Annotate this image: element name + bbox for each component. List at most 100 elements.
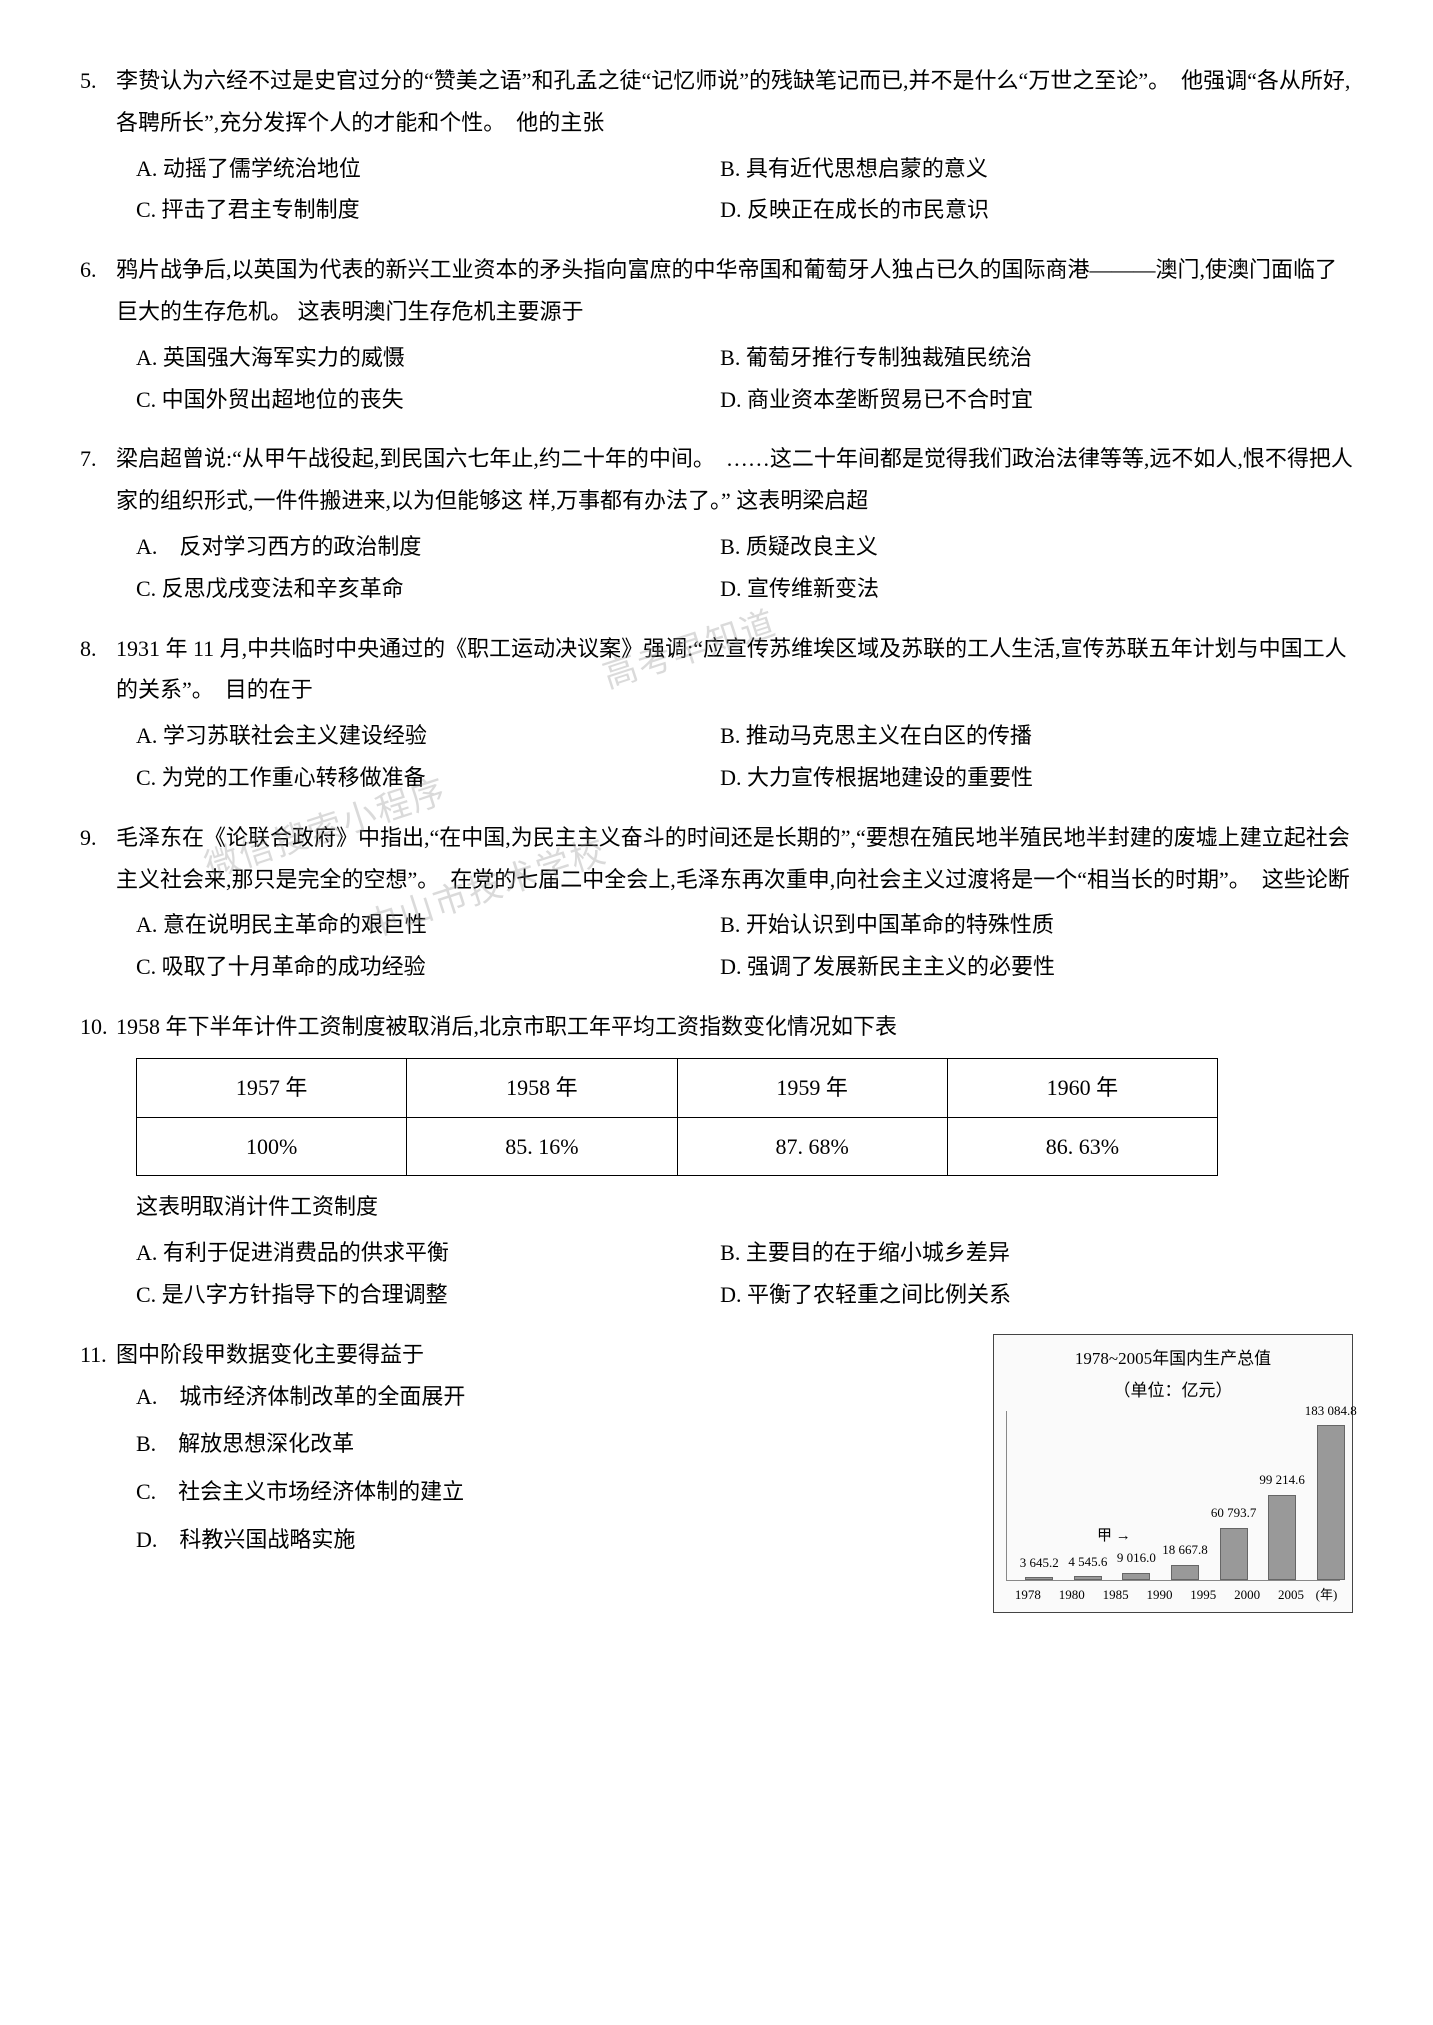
question-number: 7. bbox=[80, 438, 116, 522]
option-b: B. 开始认识到中国革命的特殊性质 bbox=[720, 904, 1304, 946]
option-a: A. 动摇了儒学统治地位 bbox=[136, 148, 720, 190]
option-d: D. 强调了发展新民主主义的必要性 bbox=[720, 946, 1304, 988]
option-b: B. 主要目的在于缩小城乡差异 bbox=[720, 1232, 1304, 1274]
question-8: 高考早知道 8. 1931 年 11 月,中共临时中央通过的《职工运动决议案》强… bbox=[80, 628, 1353, 799]
chart-x-axis-label: (年) bbox=[1313, 1583, 1340, 1608]
q11-layout: 11. 图中阶段甲数据变化主要得益于 A. 城市经济体制改革的全面展开 B. 解… bbox=[80, 1334, 1353, 1613]
question-text-row: 6. 鸦片战争后,以英国为代表的新兴工业资本的矛头指向富庶的中华帝国和葡萄牙人独… bbox=[80, 249, 1353, 333]
chart-bar bbox=[1220, 1528, 1248, 1580]
question-7: 7. 梁启超曾说:“从甲午战役起,到民国六七年止,约二十年的中间。 ……这二十年… bbox=[80, 438, 1353, 609]
question-text-row: 9. 毛泽东在《论联合政府》中指出,“在中国,为民主主义奋斗的时间还是长期的”,… bbox=[80, 817, 1353, 901]
chart-bar bbox=[1074, 1576, 1102, 1580]
table-header-cell: 1958 年 bbox=[407, 1058, 677, 1117]
option-a: A. 英国强大海军实力的威慑 bbox=[136, 337, 720, 379]
option-d: D. 大力宣传根据地建设的重要性 bbox=[720, 757, 1304, 799]
table-header-cell: 1959 年 bbox=[677, 1058, 947, 1117]
option-a: A. 城市经济体制改革的全面展开 bbox=[136, 1376, 973, 1418]
question-body: 李贽认为六经不过是史官过分的“赞美之语”和孔孟之徒“记忆师说”的残缺笔记而已,并… bbox=[116, 60, 1353, 144]
option-b: B. 葡萄牙推行专制独裁殖民统治 bbox=[720, 337, 1304, 379]
chart-bar-label: 183 084.8 bbox=[1305, 1399, 1357, 1424]
options-q7: A. 反对学习西方的政治制度 B. 质疑改良主义 C. 反思戊戌变法和辛亥革命 … bbox=[80, 526, 1353, 610]
table-header-row: 1957 年 1958 年 1959 年 1960 年 bbox=[137, 1058, 1218, 1117]
question-body: 梁启超曾说:“从甲午战役起,到民国六七年止,约二十年的中间。 ……这二十年间都是… bbox=[116, 438, 1353, 522]
wage-table: 1957 年 1958 年 1959 年 1960 年 100% 85. 16%… bbox=[136, 1058, 1218, 1177]
question-5: 5. 李贽认为六经不过是史官过分的“赞美之语”和孔孟之徒“记忆师说”的残缺笔记而… bbox=[80, 60, 1353, 231]
chart-bar bbox=[1317, 1425, 1345, 1580]
question-number: 11. bbox=[80, 1334, 116, 1376]
option-d: D. 商业资本垄断贸易已不合时宜 bbox=[720, 379, 1304, 421]
gdp-chart: 1978~2005年国内生产总值 （单位：亿元） 甲 → 3 645.24 54… bbox=[993, 1334, 1353, 1613]
question-text-row: 7. 梁启超曾说:“从甲午战役起,到民国六七年止,约二十年的中间。 ……这二十年… bbox=[80, 438, 1353, 522]
question-body: 1931 年 11 月,中共临时中央通过的《职工运动决议案》强调:“应宣传苏维埃… bbox=[116, 628, 1353, 712]
options-q8: A. 学习苏联社会主义建设经验 B. 推动马克思主义在白区的传播 C. 为党的工… bbox=[80, 715, 1353, 799]
chart-unit: （单位：亿元） bbox=[1114, 1381, 1233, 1400]
question-text-row: 8. 1931 年 11 月,中共临时中央通过的《职工运动决议案》强调:“应宣传… bbox=[80, 628, 1353, 712]
question-number: 5. bbox=[80, 60, 116, 144]
table-cell: 100% bbox=[137, 1117, 407, 1176]
options-q9: A. 意在说明民主革命的艰巨性 B. 开始认识到中国革命的特殊性质 C. 吸取了… bbox=[80, 904, 1353, 988]
question-body: 图中阶段甲数据变化主要得益于 bbox=[116, 1334, 973, 1376]
chart-title-text: 1978~2005年国内生产总值 bbox=[1075, 1349, 1271, 1368]
chart-bar bbox=[1171, 1565, 1199, 1581]
chart-bar-label: 3 645.2 bbox=[1020, 1551, 1059, 1576]
question-text-row: 11. 图中阶段甲数据变化主要得益于 bbox=[80, 1334, 973, 1376]
option-c: C. 抨击了君主专制制度 bbox=[136, 189, 720, 231]
options-q5: A. 动摇了儒学统治地位 B. 具有近代思想启蒙的意义 C. 抨击了君主专制制度… bbox=[80, 148, 1353, 232]
table-header-cell: 1957 年 bbox=[137, 1058, 407, 1117]
question-9: 微信搜索小程序 中山市技术学校 9. 毛泽东在《论联合政府》中指出,“在中国,为… bbox=[80, 817, 1353, 988]
chart-x-labels: 1978198019851990199520002005(年) bbox=[1002, 1581, 1344, 1608]
option-a: A. 意在说明民主革命的艰巨性 bbox=[136, 904, 720, 946]
question-11: 11. 图中阶段甲数据变化主要得益于 A. 城市经济体制改革的全面展开 B. 解… bbox=[80, 1334, 1353, 1613]
question-number: 6. bbox=[80, 249, 116, 333]
question-6: 6. 鸦片战争后,以英国为代表的新兴工业资本的矛头指向富庶的中华帝国和葡萄牙人独… bbox=[80, 249, 1353, 420]
option-b: B. 具有近代思想启蒙的意义 bbox=[720, 148, 1304, 190]
table-value-row: 100% 85. 16% 87. 68% 86. 63% bbox=[137, 1117, 1218, 1176]
question-number: 8. bbox=[80, 628, 116, 712]
table-cell: 86. 63% bbox=[947, 1117, 1217, 1176]
option-c: C. 反思戊戌变法和辛亥革命 bbox=[136, 568, 720, 610]
option-c: C. 为党的工作重心转移做准备 bbox=[136, 757, 720, 799]
question-body: 毛泽东在《论联合政府》中指出,“在中国,为民主主义奋斗的时间还是长期的”,“要想… bbox=[116, 817, 1353, 901]
chart-bar-label: 18 667.8 bbox=[1162, 1538, 1208, 1563]
chart-x-tick: 2005 bbox=[1269, 1583, 1313, 1608]
option-a: A. 反对学习西方的政治制度 bbox=[136, 526, 720, 568]
option-c: C. 社会主义市场经济体制的建立 bbox=[136, 1471, 973, 1513]
option-c: C. 中国外贸出超地位的丧失 bbox=[136, 379, 720, 421]
question-number: 9. bbox=[80, 817, 116, 901]
option-d: D. 平衡了农轻重之间比例关系 bbox=[720, 1274, 1304, 1316]
option-d: D. 反映正在成长的市民意识 bbox=[720, 189, 1304, 231]
option-a: A. 学习苏联社会主义建设经验 bbox=[136, 715, 720, 757]
table-cell: 85. 16% bbox=[407, 1117, 677, 1176]
chart-bar bbox=[1268, 1495, 1296, 1580]
option-a: A. 有利于促进消费品的供求平衡 bbox=[136, 1232, 720, 1274]
option-d: D. 科教兴国战略实施 bbox=[136, 1519, 973, 1561]
chart-x-tick: 2000 bbox=[1225, 1583, 1269, 1608]
chart-x-tick: 1980 bbox=[1050, 1583, 1094, 1608]
table-cell: 87. 68% bbox=[677, 1117, 947, 1176]
chart-x-tick: 1995 bbox=[1181, 1583, 1225, 1608]
option-d: D. 宣传维新变法 bbox=[720, 568, 1304, 610]
options-q10: A. 有利于促进消费品的供求平衡 B. 主要目的在于缩小城乡差异 C. 是八字方… bbox=[80, 1232, 1353, 1316]
chart-bar bbox=[1025, 1577, 1053, 1580]
chart-bar bbox=[1122, 1573, 1150, 1581]
chart-x-tick: 1990 bbox=[1138, 1583, 1182, 1608]
question-text-row: 10. 1958 年下半年计件工资制度被取消后,北京市职工年平均工资指数变化情况… bbox=[80, 1006, 1353, 1048]
chart-bar-label: 4 545.6 bbox=[1068, 1550, 1107, 1575]
question-body: 1958 年下半年计件工资制度被取消后,北京市职工年平均工资指数变化情况如下表 bbox=[116, 1006, 1353, 1048]
option-c: C. 吸取了十月革命的成功经验 bbox=[136, 946, 720, 988]
options-q11: A. 城市经济体制改革的全面展开 B. 解放思想深化改革 C. 社会主义市场经济… bbox=[80, 1376, 973, 1561]
chart-bar-label: 60 793.7 bbox=[1211, 1501, 1257, 1526]
option-c: C. 是八字方针指导下的合理调整 bbox=[136, 1274, 720, 1316]
option-b: B. 质疑改良主义 bbox=[720, 526, 1304, 568]
table-header-cell: 1960 年 bbox=[947, 1058, 1217, 1117]
chart-x-tick: 1978 bbox=[1006, 1583, 1050, 1608]
options-q6: A. 英国强大海军实力的威慑 B. 葡萄牙推行专制独裁殖民统治 C. 中国外贸出… bbox=[80, 337, 1353, 421]
question-number: 10. bbox=[80, 1006, 116, 1048]
chart-bar-label: 9 016.0 bbox=[1117, 1546, 1156, 1571]
chart-title: 1978~2005年国内生产总值 （单位：亿元） bbox=[1002, 1343, 1344, 1408]
question-after-table: 这表明取消计件工资制度 bbox=[80, 1186, 1353, 1228]
question-10: 10. 1958 年下半年计件工资制度被取消后,北京市职工年平均工资指数变化情况… bbox=[80, 1006, 1353, 1316]
chart-x-tick: 1985 bbox=[1094, 1583, 1138, 1608]
question-body: 鸦片战争后,以英国为代表的新兴工业资本的矛头指向富庶的中华帝国和葡萄牙人独占已久… bbox=[116, 249, 1353, 333]
question-text-row: 5. 李贽认为六经不过是史官过分的“赞美之语”和孔孟之徒“记忆师说”的残缺笔记而… bbox=[80, 60, 1353, 144]
